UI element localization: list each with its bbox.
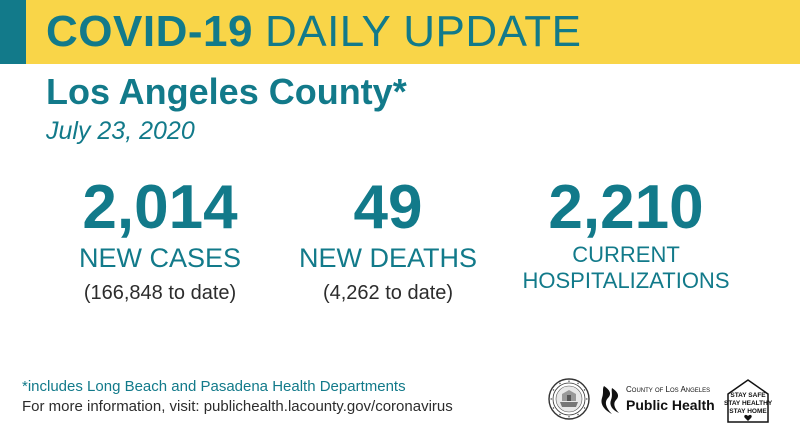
footnote: *includes Long Beach and Pasadena Health… [22, 378, 406, 395]
banner-title-light: DAILY UPDATE [264, 7, 582, 56]
county-heading: Los Angeles County* [46, 71, 407, 112]
hospitalizations-value: 2,210 [548, 173, 704, 242]
stay-home-badge: STAY SAFE STAY HEALTHY STAY HOME [724, 376, 772, 424]
stay-healthy-text: STAY HEALTHY [724, 400, 773, 407]
stat-new-cases: 2,014 NEW CASES (166,848 to date) [62, 174, 258, 306]
report-date: July 23, 2020 [46, 117, 195, 145]
banner-accent-stripe [0, 0, 26, 64]
new-cases-value: 2,014 [82, 173, 238, 242]
stat-new-deaths: 49 NEW DEATHS (4,262 to date) [290, 174, 486, 306]
house-outline-icon [727, 379, 769, 423]
cases-to-date: (166,848 to date) [83, 282, 237, 304]
public-health-mark-icon [601, 386, 619, 414]
banner-title: COVID-19 DAILY UPDATE [46, 6, 582, 58]
public-health-logo: County of Los Angeles Public Health [600, 382, 718, 418]
hospitalizations-label-line1: CURRENT [572, 242, 680, 267]
more-info-line: For more information, visit: publichealt… [22, 398, 453, 415]
county-seal-icon [548, 378, 590, 420]
stat-hospitalizations: 2,210 CURRENT HOSPITALIZATIONS [520, 174, 732, 294]
public-health-county-text: County of Los Angeles [626, 385, 711, 394]
title-banner: COVID-19 DAILY UPDATE [0, 0, 800, 64]
hospitalizations-label-line2: HOSPITALIZATIONS [522, 268, 730, 293]
stay-home-text: STAY HOME [729, 408, 767, 415]
stay-safe-text: STAY SAFE [730, 392, 766, 399]
new-deaths-label: NEW DEATHS [298, 243, 477, 273]
public-health-text: Public Health [626, 397, 715, 413]
banner-title-bold: COVID-19 [46, 7, 253, 56]
new-cases-label: NEW CASES [78, 243, 242, 273]
new-deaths-value: 49 [353, 173, 423, 242]
deaths-to-date: (4,262 to date) [322, 282, 454, 304]
